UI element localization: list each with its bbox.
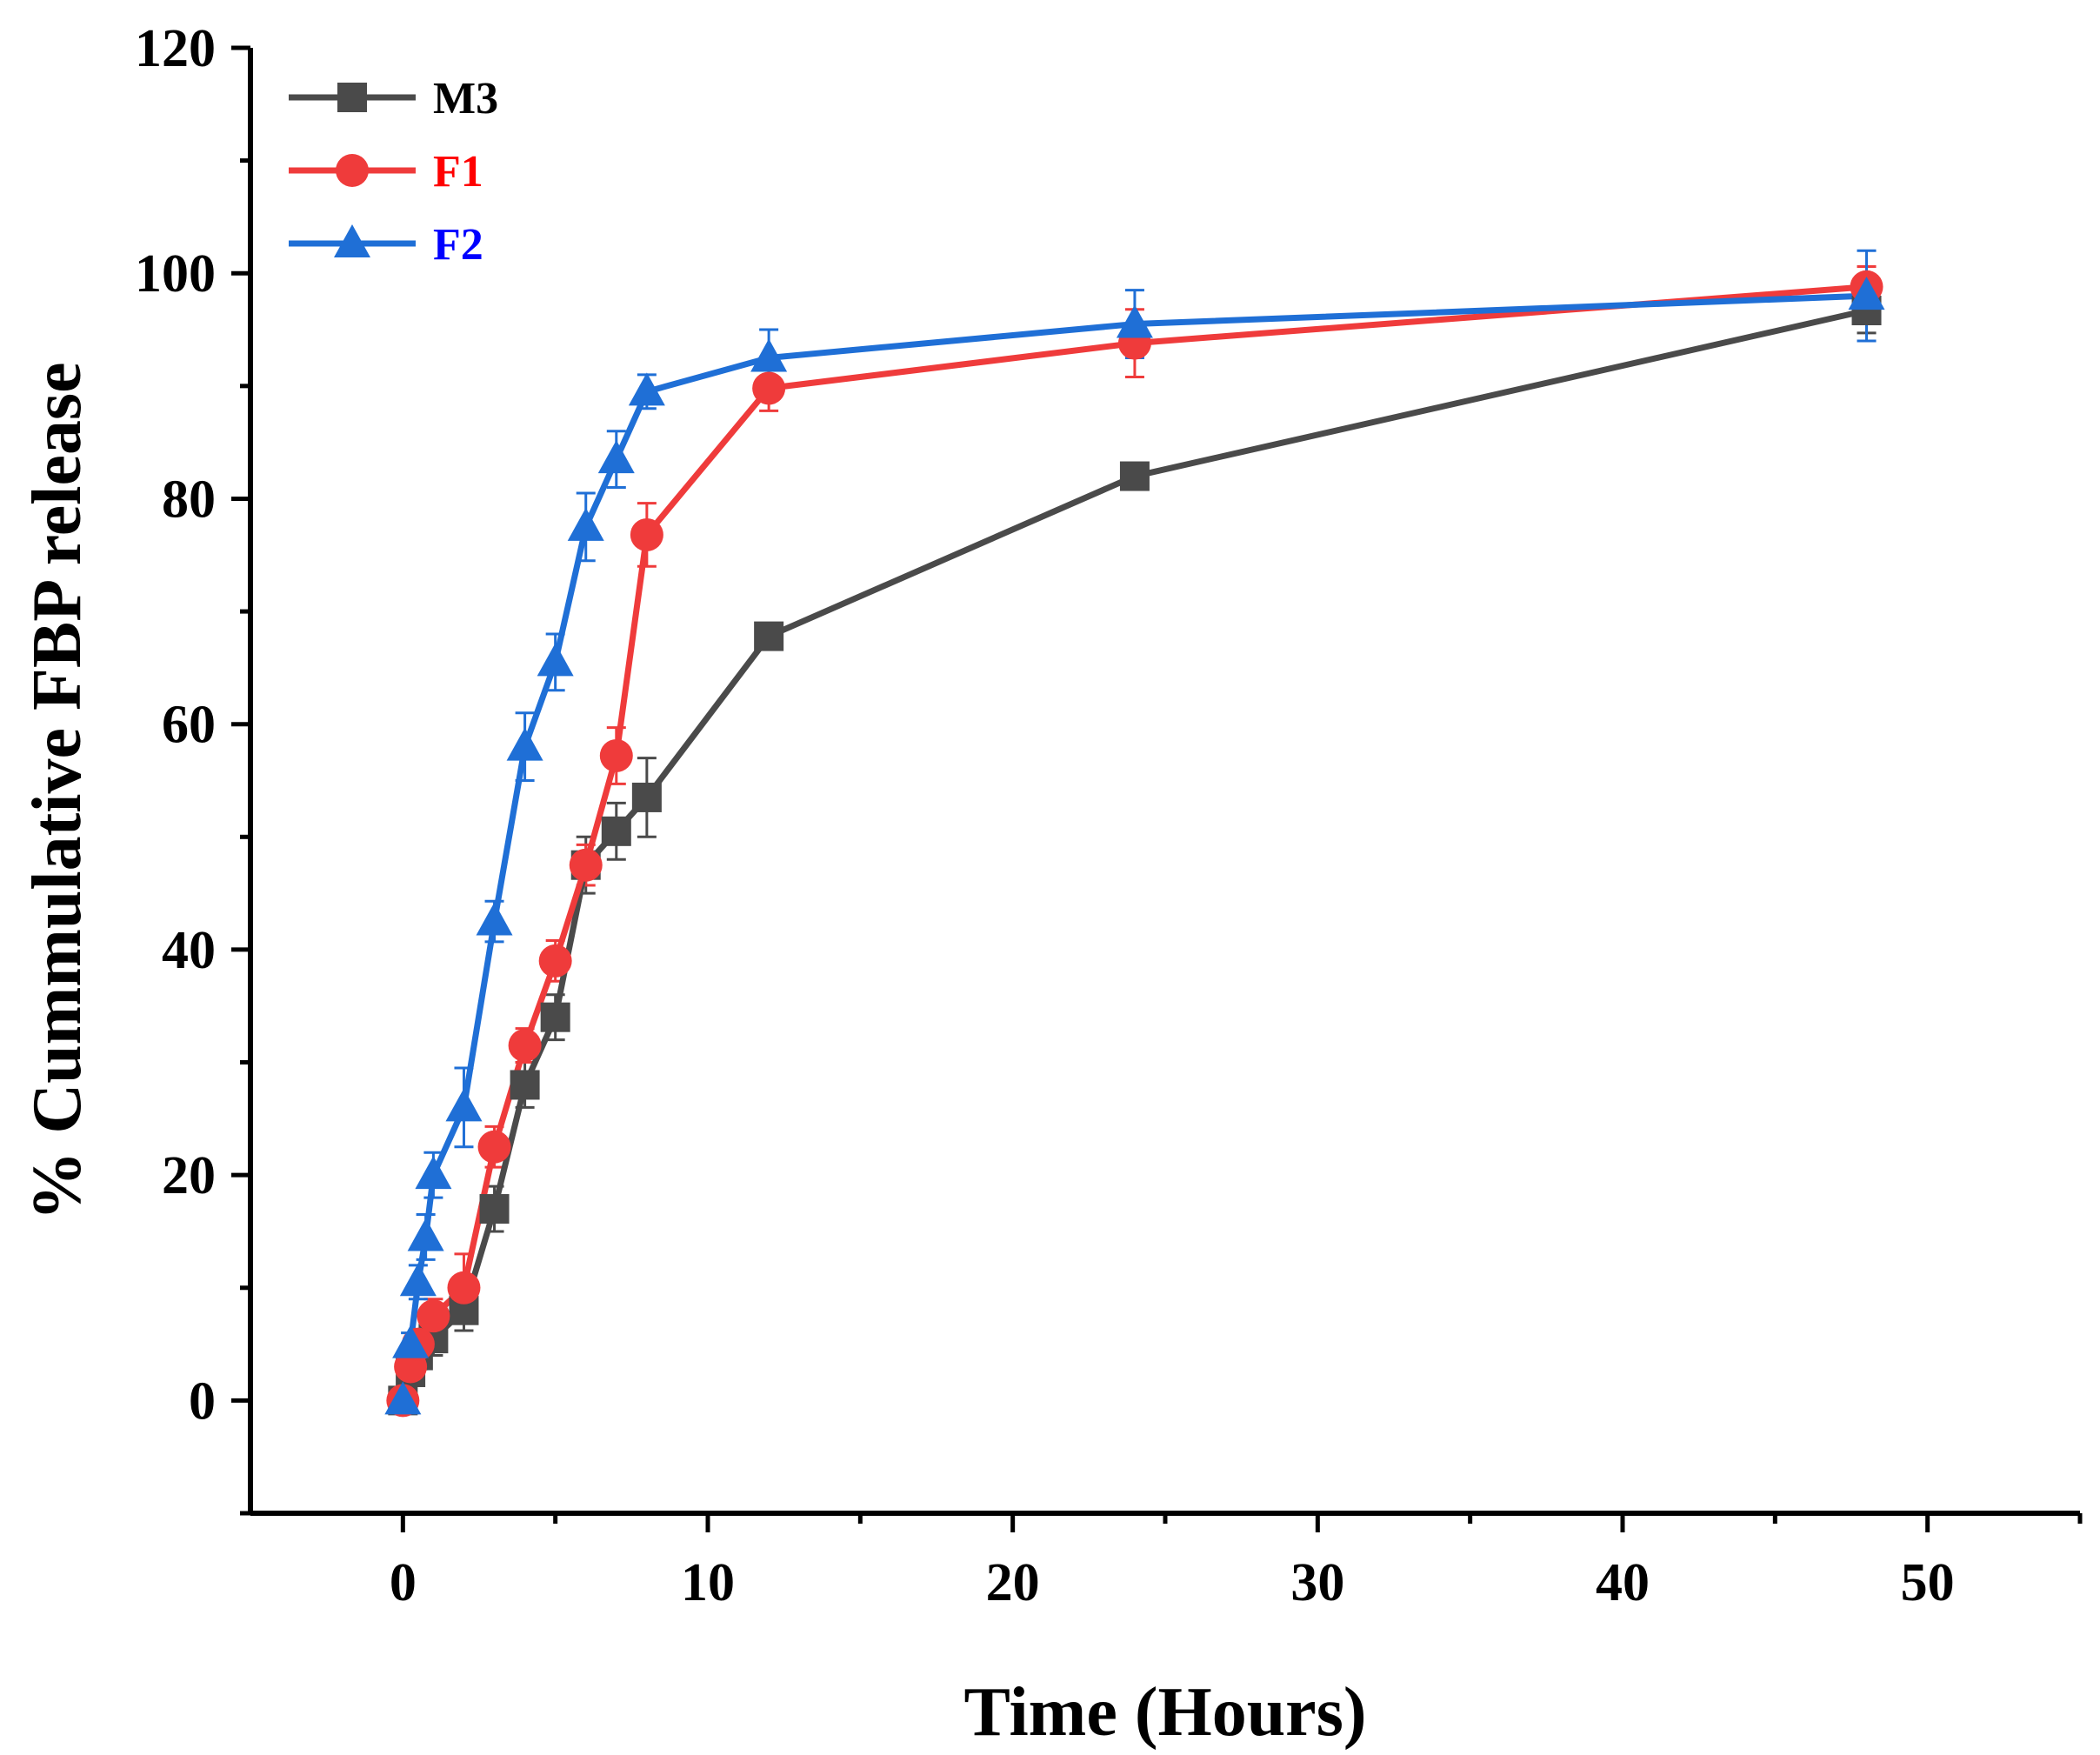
data-point-f2 [392,1325,430,1358]
data-point-f2 [628,372,665,406]
y-tick-label: 60 [162,696,216,755]
y-tick-label: 20 [162,1146,216,1205]
x-tick-label: 20 [986,1553,1040,1612]
data-point-f2 [537,643,574,677]
x-tick-label: 30 [1290,1553,1344,1612]
data-point-f2 [445,1088,483,1122]
legend-label-m3: M3 [433,74,498,123]
axis-ticks-layer: 0 10 20 30 40 50 0 20 40 60 80 100 120 [135,19,2083,1612]
data-point-f1 [752,371,786,405]
data-point-f1 [538,944,572,978]
data-point-f1 [477,1130,511,1164]
data-point-f2 [384,1381,422,1415]
data-point-f1 [630,517,663,551]
data-point-f2 [750,338,788,372]
legend-label-f1: F1 [433,147,483,197]
legend-label-f2: F2 [433,220,483,270]
data-point-m3 [479,1194,510,1224]
data-point-f2 [1848,277,1885,310]
y-tick-label: 120 [135,19,216,78]
data-point-f1 [447,1271,481,1305]
data-point-f1 [569,848,603,882]
legend: M3 F1 F2 [289,74,498,270]
y-axis-title: % Cummulative FBP release [19,362,96,1220]
y-tick-label: 40 [162,921,216,980]
x-tick-label: 10 [681,1553,735,1612]
data-point-f2 [1116,304,1153,338]
data-point-m3 [631,782,662,812]
data-point-m3 [754,621,784,651]
x-tick-label: 50 [1901,1553,1955,1612]
data-point-f2 [597,440,635,474]
data-point-m3 [601,816,631,846]
data-point-f1 [599,738,633,772]
y-tick-label: 100 [135,244,216,304]
x-axis-title: Time (Hours) [964,1674,1367,1751]
data-point-f2 [567,507,604,541]
x-tick-label: 0 [390,1553,417,1612]
y-tick-label: 0 [189,1371,216,1431]
legend-marker-m3 [337,83,367,112]
legend-marker-f1 [336,154,369,187]
data-point-f1 [417,1299,450,1333]
data-point-m3 [1119,461,1150,491]
data-point-f2 [399,1263,437,1297]
data-point-f2 [407,1218,444,1251]
data-point-m3 [540,1002,570,1032]
markers-layer [384,270,1885,1418]
y-tick-label: 80 [162,470,216,529]
data-point-f1 [508,1029,542,1063]
data-point-m3 [510,1070,540,1100]
legend-marker-f2 [334,224,370,257]
data-point-f2 [476,902,513,936]
x-tick-label: 40 [1596,1553,1650,1612]
data-point-f2 [506,727,543,761]
data-point-f2 [415,1156,452,1190]
